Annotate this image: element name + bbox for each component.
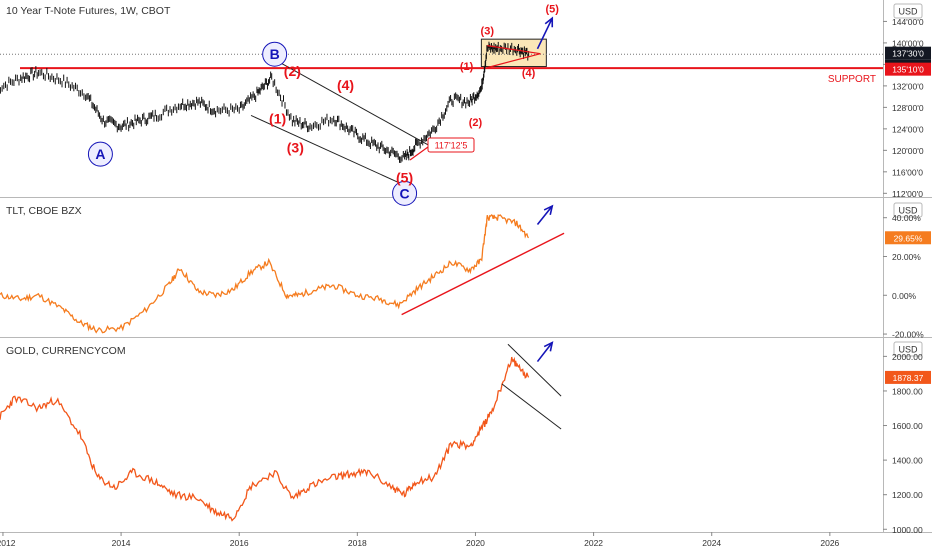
x-tick-label-6: 2024 [702,538,721,548]
tnote-y-tick-label-7: 116'00'0 [892,167,923,177]
gold-pane-title: GOLD, CURRENCYCOM [6,345,126,357]
tlt-last-value-badge-bg [885,231,931,245]
tlt-last-value-badge: 29.65% [894,233,923,243]
tnote-y-tick-label-5: 124'00'0 [892,124,924,134]
tnote-y-tick-label-4: 128'00'0 [892,103,924,113]
gold-last-value-badge-bg [885,370,931,384]
tnote-y-tick-label-8: 112'00'0 [892,189,923,199]
wave-B-circle [262,41,288,67]
tlt-y-tick-label-2: 0.00% [892,291,917,301]
tlt-trendline [401,232,565,316]
x-tick-label-0: 2012 [0,538,16,548]
wave-w4-label: (4) [337,77,354,93]
gold-forecast-arrow-head [543,341,554,352]
tlt-currency-label: USD [898,206,918,216]
gold-y-tick-label-3: 1400.00 [892,456,923,466]
tnote-currency-badge[interactable]: USD [893,3,923,19]
wave-w3-label: (3) [287,140,304,156]
wave-w5-label: (5) [396,170,413,186]
wave-A-circle [87,141,113,167]
tlt-series-line [0,214,530,334]
tnote-pane-title: 10 Year T-Note Futures, 1W, CBOT [6,5,171,17]
gold-last-value-badge: 1878.37 [893,373,924,383]
tlt-y-tick-label-0: 40.00% [892,213,921,223]
wave-w1-label: (1) [269,111,286,127]
x-tick-label-2: 2016 [230,538,249,548]
gold-series-line [0,356,530,522]
x-tick-label-3: 2018 [348,538,367,548]
trend-channel-line-1 [250,114,411,189]
tlt-forecast-arrow-shaft [536,205,553,225]
wave-n2-label: (2) [469,117,483,129]
wave-A-label: A [95,146,105,162]
wave-n3-label: (3) [481,25,495,37]
gold-y-tick-label-5: 1000.00 [892,525,923,535]
tlt-y-tick-label-1: 20.00% [892,252,921,262]
tnote-y-tick-label-3: 132'00'0 [892,81,924,91]
tnote-support-price-badge-bg [885,62,931,76]
low-callout-box [427,137,475,153]
gold-channel-line-1 [501,383,562,430]
low-callout-pointer [409,146,429,161]
wave-w2-label: (2) [284,63,301,79]
tlt-y-tick-label-3: -20.00% [892,330,924,340]
gold-y-tick-label-1: 1800.00 [892,386,923,396]
gold-channel-line-0 [507,343,562,397]
gold-forecast-arrow-shaft [536,342,553,363]
x-tick-label-7: 2026 [820,538,839,548]
low-callout-label: 117'12'5 [435,141,468,151]
wave-n1-label: (1) [460,61,474,73]
x-tick-label-1: 2014 [112,538,131,548]
support-label: SUPPORT [828,74,876,85]
tnote-support-price-badge: 135'10'0 [892,65,924,75]
x-tick-label-4: 2020 [466,538,485,548]
trend-channel-line-0 [268,55,429,146]
tnote-currency-label: USD [898,7,918,17]
gold-y-tick-label-4: 1200.00 [892,490,923,500]
tnote-forecast-arrow-shaft [536,17,553,50]
gold-y-tick-label-0: 2000.00 [892,352,923,362]
axes: 2012 2014 2016 2018 2020 2022 2024 2026 [0,532,840,548]
tlt-forecast-arrow-head [543,204,554,216]
wave-n5-label: (5) [546,3,560,15]
triangle-lower-line [487,53,541,69]
tnote-y-tick-label-1: 140'00'0 [892,38,924,48]
tnote-y-tick-label-6: 120'00'0 [892,146,924,156]
wave-C-circle [392,180,418,206]
tnote-last-price-badge: 137'30'0 [892,49,924,59]
tnote-forecast-arrow-head [544,16,554,28]
tnote-y-tick-label-0: 144'00'0 [892,17,924,27]
gold-plot: 2000.00 1800.00 1600.00 1400.00 1200.00 1000.… [0,341,931,535]
wave-C-label: C [400,185,410,201]
gold-currency-badge[interactable]: USD [893,341,923,357]
gold-currency-label: USD [898,345,918,355]
tlt-plot: 40.00% 20.00% 0.00% -20.00% 29.65% [0,204,931,340]
tnote-last-price-badge-bg [885,46,931,60]
wave-B-label: B [270,46,280,62]
wave-n4-label: (4) [522,67,536,79]
tnote-plot: 117'12'5 A B C (1) (2) (3) (4) (5) (1) (2) (3) (4) (5… [0,3,931,206]
tlt-pane-title: TLT, CBOE BZX [6,205,82,217]
x-tick-label-5: 2022 [584,538,603,548]
gold-y-tick-label-2: 1600.00 [892,421,923,431]
tlt-currency-badge[interactable]: USD [893,202,923,218]
triangle-upper-line [487,45,541,55]
